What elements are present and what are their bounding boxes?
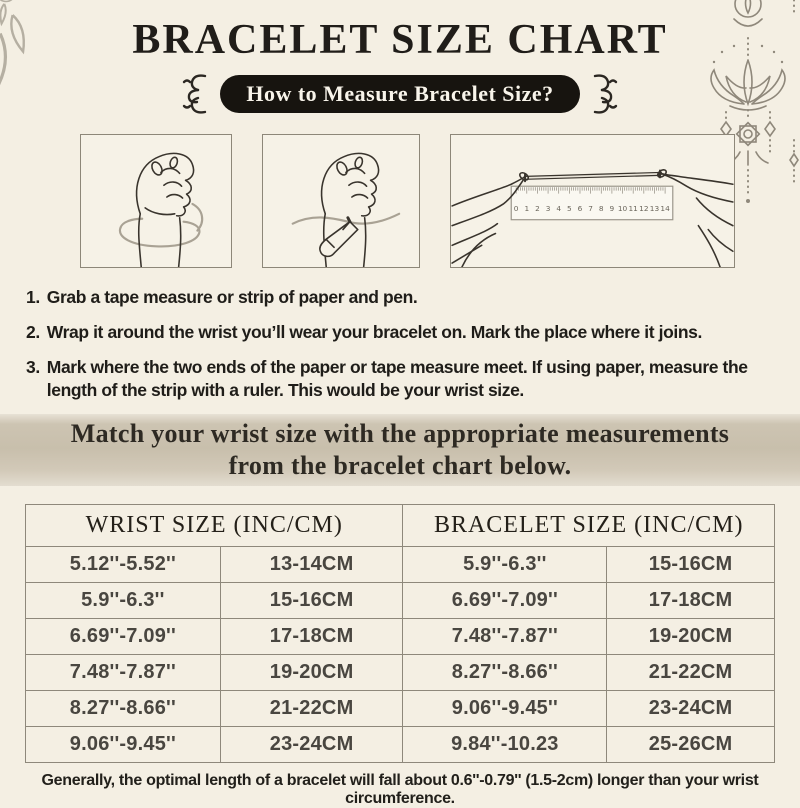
wrist-inches: 5.9''-6.3'' bbox=[25, 582, 221, 620]
wrist-wrap-illustration bbox=[118, 152, 204, 267]
svg-text:10: 10 bbox=[618, 204, 628, 213]
svg-text:1: 1 bbox=[524, 204, 529, 213]
instruction-step-3: 3. Mark where the two ends of the paper … bbox=[26, 356, 771, 402]
step-number: 1. bbox=[26, 287, 40, 307]
wrist-inches: 9.06''-9.45'' bbox=[25, 726, 221, 764]
table-row: 5.9''-6.3'' 15-16CM 6.69''-7.09'' 17-18C… bbox=[25, 582, 775, 620]
match-size-banner: Match your wrist size with the appropria… bbox=[0, 414, 800, 487]
bracelet-inches: 6.69''-7.09'' bbox=[402, 582, 608, 620]
wrist-inches: 5.12''-5.52'' bbox=[25, 546, 221, 584]
svg-text:6: 6 bbox=[578, 204, 583, 213]
bracelet-inches: 7.48''-7.87'' bbox=[402, 618, 608, 656]
step-text: Mark where the two ends of the paper or … bbox=[46, 357, 748, 401]
bracelet-cm: 19-20CM bbox=[606, 618, 775, 656]
step-text: Grab a tape measure or strip of paper an… bbox=[46, 287, 418, 307]
bracelet-inches: 9.84''-10.23 bbox=[402, 726, 608, 764]
figure-wrap-tape bbox=[80, 134, 232, 268]
footnote: Generally, the optimal length of a brace… bbox=[41, 772, 759, 808]
ruler-numbers: 0 1 2 3 4 5 6 7 8 9 10 11 12 13 14 bbox=[514, 204, 670, 213]
wrist-cm: 21-22CM bbox=[219, 690, 404, 728]
bracelet-inches: 9.06''-9.45'' bbox=[402, 690, 608, 728]
subtitle-row: How to Measure Bracelet Size? bbox=[0, 70, 800, 118]
svg-text:2: 2 bbox=[535, 204, 540, 213]
left-flourish-icon bbox=[183, 74, 207, 114]
instruction-step-1: 1. Grab a tape measure or strip of paper… bbox=[26, 286, 771, 309]
wrist-cm: 23-24CM bbox=[219, 726, 404, 764]
svg-text:11: 11 bbox=[628, 204, 638, 213]
step-number: 3. bbox=[26, 357, 40, 378]
svg-text:4: 4 bbox=[556, 204, 561, 213]
table-row: 7.48''-7.87'' 19-20CM 8.27''-8.66'' 21-2… bbox=[25, 654, 775, 692]
svg-text:12: 12 bbox=[639, 204, 648, 213]
bracelet-cm: 17-18CM bbox=[606, 582, 775, 620]
svg-text:5: 5 bbox=[567, 204, 572, 213]
table-row: 5.12''-5.52'' 13-14CM 5.9''-6.3'' 15-16C… bbox=[25, 546, 775, 584]
svg-text:13: 13 bbox=[650, 204, 660, 213]
banner-line-1: Match your wrist size with the appropria… bbox=[70, 418, 730, 448]
bracelet-size-header: BRACELET SIZE (INC/CM) bbox=[402, 504, 775, 548]
wrist-inches: 7.48''-7.87'' bbox=[25, 654, 221, 692]
table-header-row: WRIST SIZE (INC/CM) BRACELET SIZE (INC/C… bbox=[24, 504, 775, 548]
bracelet-cm: 25-26CM bbox=[606, 726, 775, 764]
step-number: 2. bbox=[26, 322, 40, 343]
step-text: Wrap it around the wrist you’ll wear you… bbox=[46, 322, 703, 343]
bracelet-cm: 23-24CM bbox=[606, 690, 775, 728]
bracelet-inches: 8.27''-8.66'' bbox=[402, 654, 608, 692]
banner-line-2: from the bracelet chart below. bbox=[228, 451, 572, 481]
instruction-list: 1. Grab a tape measure or strip of paper… bbox=[26, 286, 780, 402]
svg-text:9: 9 bbox=[610, 204, 615, 213]
figure-mark-wrist bbox=[262, 134, 420, 268]
svg-text:8: 8 bbox=[599, 204, 604, 213]
wrist-cm: 13-14CM bbox=[219, 546, 404, 584]
svg-text:0: 0 bbox=[514, 204, 519, 213]
wrist-inches: 8.27''-8.66'' bbox=[25, 690, 221, 728]
instruction-step-2: 2. Wrap it around the wrist you’ll wear … bbox=[26, 321, 771, 344]
bracelet-cm: 15-16CM bbox=[606, 546, 775, 584]
figure-ruler-measure: 0 1 2 3 4 5 6 7 8 9 10 11 12 13 14 bbox=[450, 134, 735, 268]
table-row: 9.06''-9.45'' 23-24CM 9.84''-10.23 25-26… bbox=[25, 726, 775, 764]
wrist-cm: 19-20CM bbox=[219, 654, 404, 692]
table-row: 8.27''-8.66'' 21-22CM 9.06''-9.45'' 23-2… bbox=[25, 690, 775, 728]
how-to-measure-pill: How to Measure Bracelet Size? bbox=[220, 75, 580, 113]
wrist-inches: 6.69''-7.09'' bbox=[25, 618, 221, 656]
right-flourish-icon bbox=[593, 74, 617, 114]
size-table: WRIST SIZE (INC/CM) BRACELET SIZE (INC/C… bbox=[24, 504, 775, 764]
wrist-cm: 17-18CM bbox=[219, 618, 404, 656]
table-row: 6.69''-7.09'' 17-18CM 7.48''-7.87'' 19-2… bbox=[25, 618, 775, 656]
wrist-size-header: WRIST SIZE (INC/CM) bbox=[24, 504, 404, 548]
page-title: BRACELET SIZE CHART bbox=[132, 17, 668, 63]
wrist-cm: 15-16CM bbox=[219, 582, 404, 620]
bracelet-inches: 5.9''-6.3'' bbox=[402, 546, 608, 584]
measurement-step-figures: 0 1 2 3 4 5 6 7 8 9 10 11 12 13 14 bbox=[0, 134, 800, 272]
ruler-measure-illustration: 0 1 2 3 4 5 6 7 8 9 10 11 12 13 14 bbox=[451, 168, 734, 267]
svg-text:14: 14 bbox=[660, 204, 670, 213]
wrist-mark-illustration bbox=[291, 152, 401, 267]
bracelet-cm: 21-22CM bbox=[606, 654, 775, 692]
svg-text:7: 7 bbox=[588, 204, 593, 213]
svg-text:3: 3 bbox=[546, 204, 551, 213]
